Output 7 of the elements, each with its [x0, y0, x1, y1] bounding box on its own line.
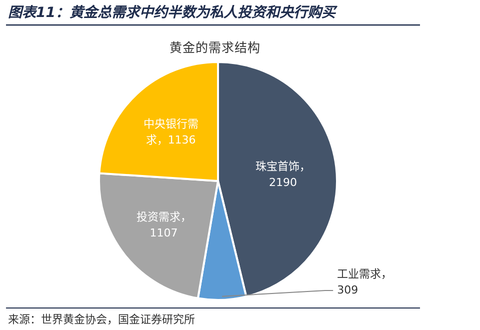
data-label: 投资需求，1107 — [136, 210, 192, 240]
text: 图表11：黄金总需求中约半数为私人投资和央行购买 — [8, 4, 338, 21]
source-note: 来源：世界黄金协会，国金证券研究所 — [8, 312, 195, 326]
data-label: 工业需求，309 — [337, 267, 392, 296]
data-label: 珠宝首饰，2190 — [255, 159, 310, 190]
chart-title: 黄金的需求结构 — [170, 40, 260, 55]
data-label: 中央银行需求，1136 — [143, 116, 198, 147]
